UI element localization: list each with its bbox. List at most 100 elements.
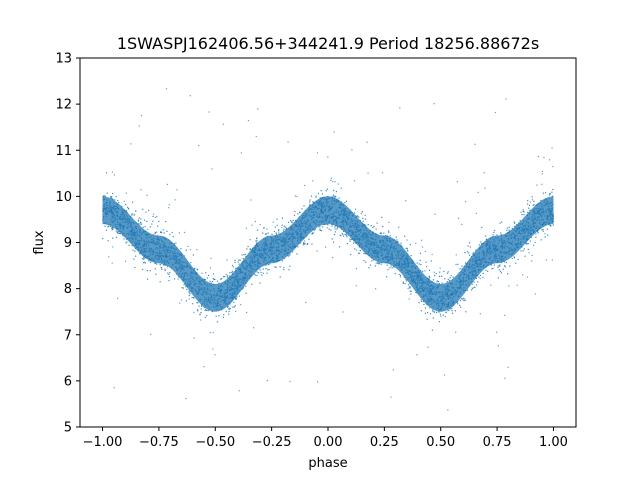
data-point bbox=[219, 290, 221, 293]
data-point bbox=[357, 230, 359, 232]
data-point bbox=[254, 251, 256, 254]
data-point bbox=[409, 274, 411, 276]
data-point bbox=[234, 276, 237, 278]
data-point bbox=[114, 216, 116, 219]
data-point bbox=[203, 290, 205, 293]
data-point bbox=[283, 228, 285, 230]
data-point bbox=[124, 210, 126, 212]
data-point bbox=[311, 216, 314, 219]
data-point bbox=[452, 276, 454, 278]
data-point bbox=[541, 205, 543, 207]
data-point bbox=[187, 284, 189, 287]
data-point bbox=[409, 282, 411, 284]
data-point bbox=[155, 242, 157, 244]
data-point bbox=[209, 301, 212, 303]
data-point bbox=[275, 232, 277, 234]
data-point bbox=[222, 276, 225, 278]
data-point bbox=[471, 274, 474, 276]
data-point bbox=[364, 248, 366, 250]
data-point bbox=[164, 249, 166, 251]
data-point bbox=[505, 253, 507, 255]
data-point bbox=[531, 196, 533, 198]
data-point bbox=[322, 217, 324, 219]
data-point bbox=[208, 300, 210, 302]
data-point bbox=[304, 232, 307, 234]
data-point bbox=[528, 217, 530, 220]
data-point bbox=[404, 261, 406, 264]
data-point bbox=[111, 228, 113, 230]
data-point bbox=[243, 279, 245, 281]
data-point bbox=[551, 221, 553, 223]
data-point bbox=[425, 292, 427, 294]
data-point bbox=[460, 280, 462, 282]
data-point bbox=[447, 309, 449, 312]
data-point bbox=[399, 107, 401, 109]
data-point bbox=[266, 235, 268, 237]
data-point bbox=[366, 239, 368, 241]
data-point bbox=[227, 281, 229, 283]
data-point bbox=[323, 202, 325, 204]
data-point bbox=[495, 247, 497, 249]
data-point bbox=[338, 246, 341, 248]
data-point bbox=[206, 277, 208, 279]
data-point bbox=[466, 251, 468, 253]
data-point bbox=[303, 205, 305, 207]
data-point bbox=[452, 287, 454, 290]
data-point bbox=[256, 237, 258, 240]
data-point bbox=[281, 224, 283, 226]
data-point bbox=[476, 274, 478, 277]
data-point bbox=[234, 279, 236, 281]
data-point bbox=[514, 225, 516, 227]
data-point bbox=[462, 279, 464, 281]
data-point bbox=[491, 236, 493, 238]
data-point bbox=[514, 243, 516, 245]
data-point bbox=[179, 262, 181, 265]
data-point bbox=[538, 213, 540, 215]
data-point bbox=[115, 205, 117, 208]
data-point bbox=[121, 231, 123, 233]
data-point bbox=[479, 259, 481, 261]
data-point bbox=[312, 201, 314, 203]
data-point bbox=[248, 264, 250, 266]
data-point bbox=[359, 239, 361, 241]
data-point bbox=[111, 209, 113, 211]
data-point bbox=[521, 214, 523, 216]
data-point bbox=[162, 241, 164, 243]
data-point bbox=[139, 231, 141, 234]
data-point bbox=[151, 242, 153, 244]
data-point bbox=[226, 295, 229, 297]
data-point bbox=[200, 311, 202, 314]
data-point bbox=[235, 278, 238, 280]
data-point bbox=[368, 249, 370, 251]
data-point bbox=[503, 242, 505, 244]
data-point bbox=[125, 204, 127, 206]
data-point bbox=[290, 225, 292, 228]
data-point bbox=[206, 315, 208, 317]
data-point bbox=[474, 276, 476, 278]
data-point bbox=[317, 216, 319, 218]
data-point bbox=[377, 256, 379, 258]
data-point bbox=[276, 249, 278, 251]
data-point bbox=[302, 217, 304, 219]
data-point bbox=[494, 254, 496, 256]
data-point bbox=[281, 260, 284, 262]
data-point bbox=[392, 239, 394, 241]
data-point bbox=[316, 250, 318, 252]
data-point bbox=[369, 230, 371, 232]
data-point bbox=[141, 251, 144, 253]
data-point bbox=[161, 232, 163, 234]
data-point bbox=[229, 297, 231, 299]
data-point bbox=[471, 272, 474, 274]
data-point bbox=[513, 247, 516, 249]
data-point bbox=[224, 292, 226, 294]
data-point bbox=[340, 213, 342, 215]
data-point bbox=[395, 242, 397, 244]
data-point bbox=[268, 261, 270, 263]
data-point bbox=[293, 228, 295, 230]
data-point bbox=[193, 284, 196, 286]
data-point bbox=[522, 232, 524, 234]
data-point bbox=[142, 262, 144, 264]
data-point bbox=[507, 242, 510, 244]
data-point bbox=[104, 195, 106, 197]
data-point bbox=[216, 292, 218, 295]
